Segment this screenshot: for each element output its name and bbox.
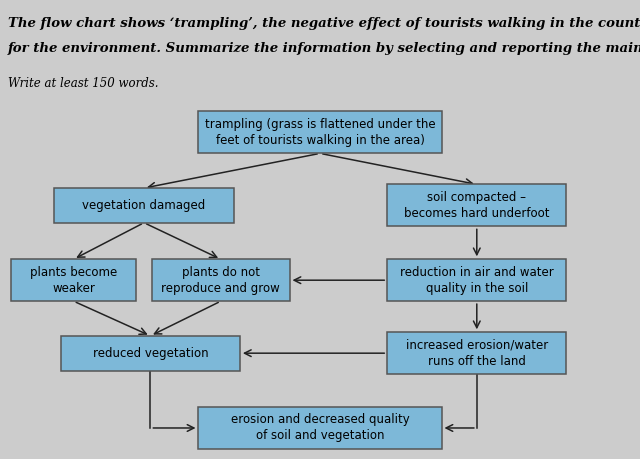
- Text: for the environment. Summarize the information by selecting and reporting the ma: for the environment. Summarize the infor…: [8, 42, 640, 56]
- FancyBboxPatch shape: [198, 112, 442, 153]
- FancyBboxPatch shape: [54, 188, 234, 223]
- FancyBboxPatch shape: [152, 259, 290, 301]
- FancyBboxPatch shape: [387, 259, 566, 301]
- Text: plants become
weaker: plants become weaker: [30, 266, 117, 295]
- Text: soil compacted –
becomes hard underfoot: soil compacted – becomes hard underfoot: [404, 191, 550, 220]
- Text: vegetation damaged: vegetation damaged: [83, 199, 205, 212]
- Text: Write at least 150 words.: Write at least 150 words.: [8, 77, 158, 90]
- FancyBboxPatch shape: [61, 336, 240, 370]
- FancyBboxPatch shape: [198, 407, 442, 449]
- Text: plants do not
reproduce and grow: plants do not reproduce and grow: [161, 266, 280, 295]
- Text: trampling (grass is flattened under the
feet of tourists walking in the area): trampling (grass is flattened under the …: [205, 118, 435, 147]
- Text: erosion and decreased quality
of soil and vegetation: erosion and decreased quality of soil an…: [230, 414, 410, 442]
- FancyBboxPatch shape: [12, 259, 136, 301]
- FancyBboxPatch shape: [387, 185, 566, 226]
- Text: increased erosion/water
runs off the land: increased erosion/water runs off the lan…: [406, 339, 548, 368]
- FancyBboxPatch shape: [387, 332, 566, 374]
- Text: reduced vegetation: reduced vegetation: [93, 347, 208, 360]
- Text: reduction in air and water
quality in the soil: reduction in air and water quality in th…: [400, 266, 554, 295]
- Text: The flow chart shows ‘trampling’, the negative effect of tourists walking in the: The flow chart shows ‘trampling’, the ne…: [8, 17, 640, 30]
